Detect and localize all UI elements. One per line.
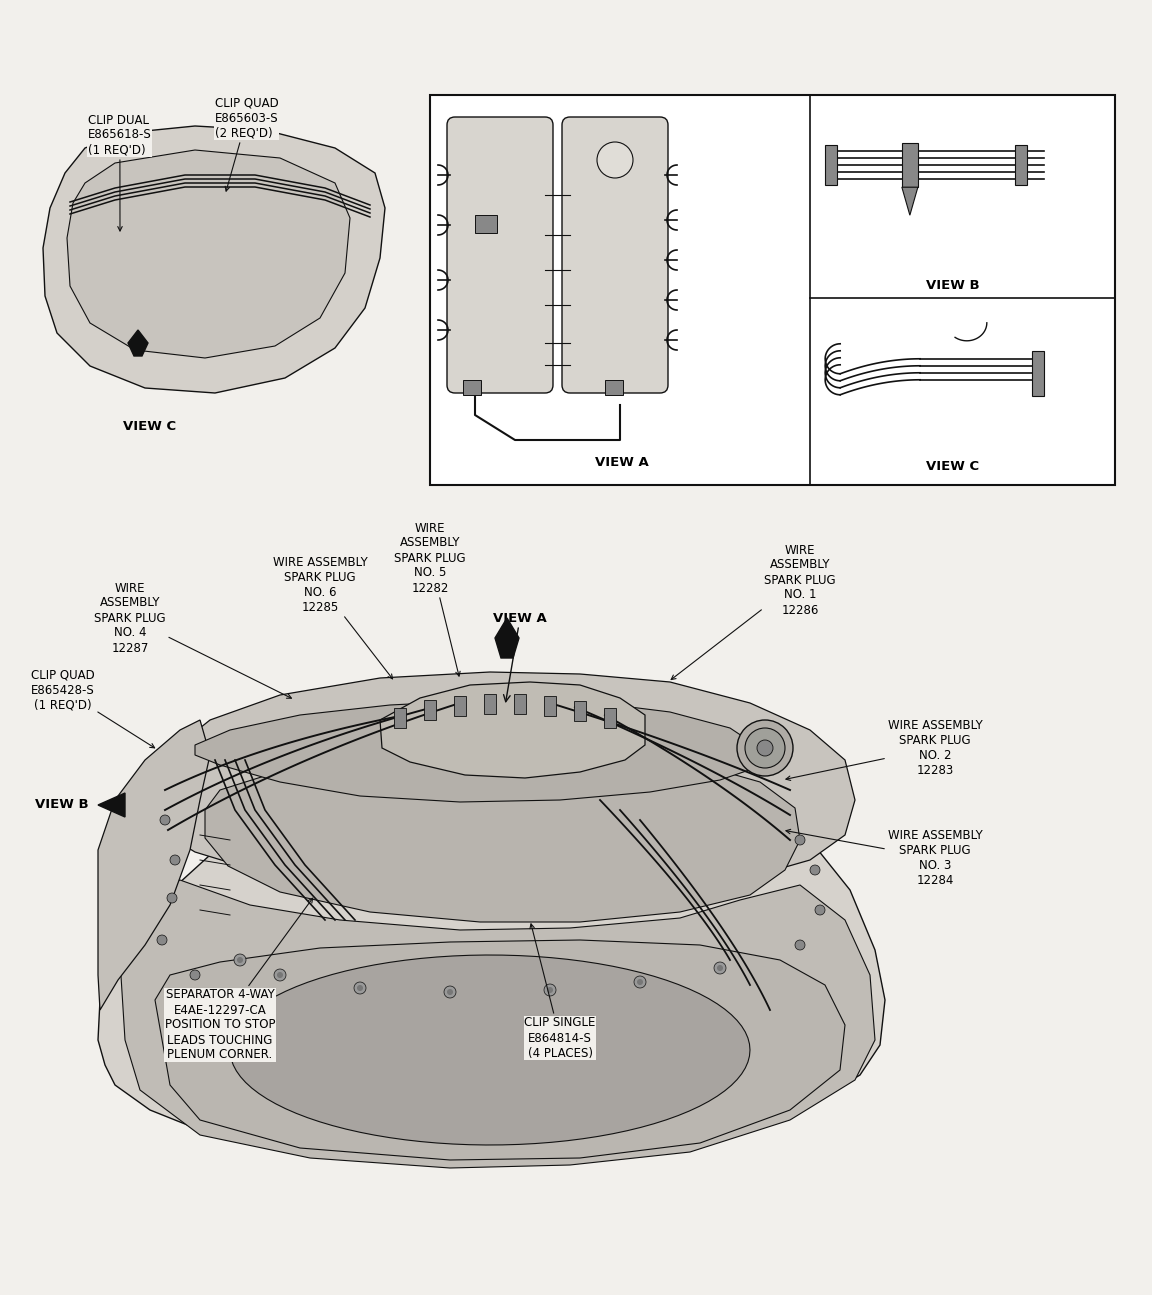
Text: WIRE ASSEMBLY
SPARK PLUG
NO. 3
12284: WIRE ASSEMBLY SPARK PLUG NO. 3 12284 [786,829,983,887]
Bar [394,708,406,728]
Text: SEPARATOR 4-WAY
E4AE-12297-CA
POSITION TO STOP
LEADS TOUCHING
PLENUM CORNER.: SEPARATOR 4-WAY E4AE-12297-CA POSITION T… [165,899,312,1062]
FancyBboxPatch shape [562,117,668,392]
Bar [424,701,435,720]
Circle shape [234,954,247,966]
Circle shape [714,962,726,974]
Circle shape [160,815,170,825]
Circle shape [634,976,646,988]
Polygon shape [230,954,750,1145]
Circle shape [357,985,363,991]
Circle shape [814,905,825,916]
Polygon shape [902,188,918,215]
Polygon shape [43,126,385,392]
Circle shape [276,973,283,978]
Bar [514,694,526,714]
Text: WIRE ASSEMBLY
SPARK PLUG
NO. 6
12285: WIRE ASSEMBLY SPARK PLUG NO. 6 12285 [273,556,393,679]
Circle shape [274,969,286,982]
Circle shape [810,865,820,875]
Polygon shape [67,150,350,357]
Circle shape [444,985,456,998]
Text: VIEW B: VIEW B [926,280,979,293]
Text: VIEW C: VIEW C [926,461,979,474]
Bar [484,694,497,714]
Circle shape [157,935,167,945]
Text: WIRE
ASSEMBLY
SPARK PLUG
NO. 5
12282: WIRE ASSEMBLY SPARK PLUG NO. 5 12282 [394,522,465,676]
Text: VIEW B: VIEW B [35,799,89,812]
Polygon shape [98,743,885,1162]
Circle shape [190,970,200,980]
Polygon shape [98,720,210,1010]
Circle shape [745,728,785,768]
Polygon shape [120,881,876,1168]
Circle shape [597,142,632,177]
Text: WIRE
ASSEMBLY
SPARK PLUG
NO. 4
12287: WIRE ASSEMBLY SPARK PLUG NO. 4 12287 [94,581,291,698]
Text: VIEW A: VIEW A [493,611,547,702]
Text: WIRE
ASSEMBLY
SPARK PLUG
NO. 1
12286: WIRE ASSEMBLY SPARK PLUG NO. 1 12286 [672,544,836,680]
Bar [463,379,482,395]
Bar [475,215,497,233]
Text: VIEW C: VIEW C [123,420,176,433]
FancyBboxPatch shape [447,117,553,392]
Bar [604,708,616,728]
Circle shape [237,957,243,963]
Circle shape [717,965,723,971]
Polygon shape [128,330,147,356]
Polygon shape [138,672,855,897]
Bar [825,145,838,185]
Bar [605,379,623,395]
Text: CLIP SINGLE
E864814-S
(4 PLACES): CLIP SINGLE E864814-S (4 PLACES) [524,923,596,1059]
Bar [544,695,556,716]
Circle shape [447,989,453,995]
Circle shape [795,835,805,846]
Circle shape [354,982,366,995]
Polygon shape [98,793,126,817]
Text: VIEW A: VIEW A [594,457,649,470]
Circle shape [547,987,553,993]
Polygon shape [195,701,760,802]
Circle shape [544,984,556,996]
Bar [430,95,1115,486]
Circle shape [637,979,643,985]
Bar [454,695,467,716]
Bar [1015,145,1028,185]
Bar [1032,351,1045,396]
Polygon shape [205,746,799,922]
Polygon shape [380,682,645,778]
Text: CLIP QUAD
E865603-S
(2 REQ'D): CLIP QUAD E865603-S (2 REQ'D) [215,97,279,192]
Circle shape [737,720,793,776]
Bar [574,701,586,721]
Polygon shape [495,618,520,658]
Text: CLIP QUAD
E865428-S
(1 REQ'D): CLIP QUAD E865428-S (1 REQ'D) [31,668,154,747]
Circle shape [795,940,805,951]
Text: CLIP DUAL
E865618-S
(1 REQ'D): CLIP DUAL E865618-S (1 REQ'D) [88,114,152,231]
Polygon shape [156,940,846,1160]
Circle shape [170,855,180,865]
Text: WIRE ASSEMBLY
SPARK PLUG
NO. 2
12283: WIRE ASSEMBLY SPARK PLUG NO. 2 12283 [786,719,983,781]
Circle shape [167,894,177,903]
Circle shape [757,739,773,756]
Bar [902,144,918,188]
